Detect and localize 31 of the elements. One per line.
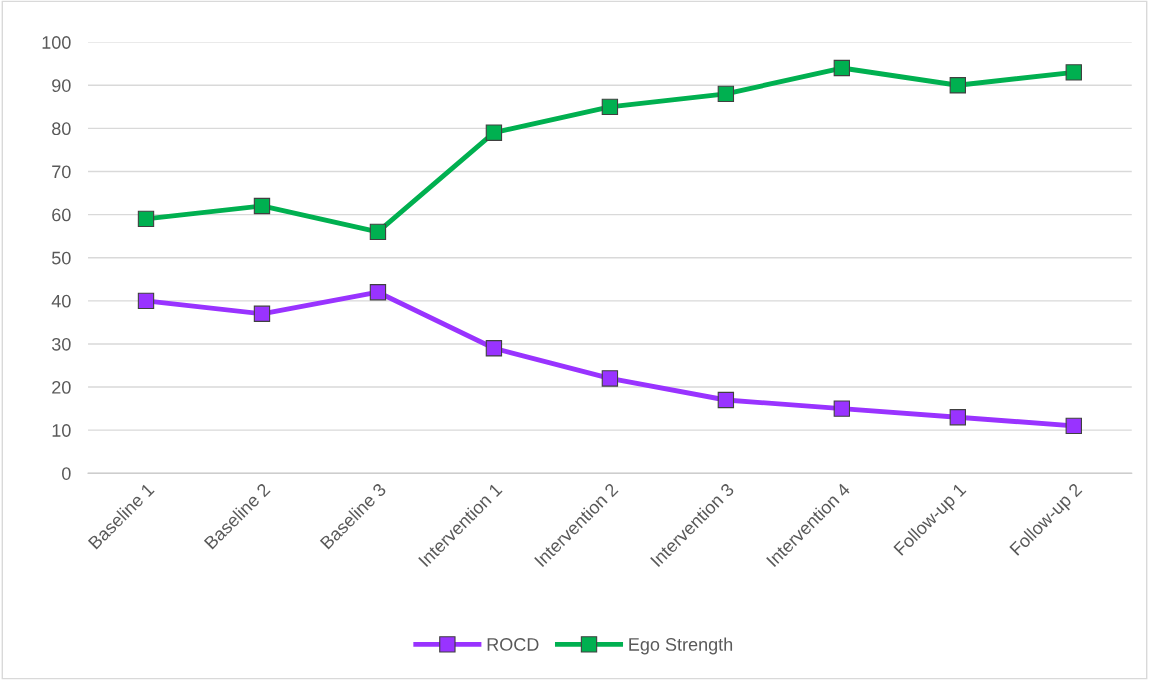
point (949, 77, 967, 94)
point (485, 124, 503, 141)
point (1065, 417, 1082, 435)
point (253, 197, 271, 215)
y-tick-label: 60 (52, 208, 71, 222)
point (717, 391, 735, 409)
point (137, 292, 155, 310)
y-tick-label: 50 (51, 251, 71, 265)
point (601, 98, 619, 116)
point (137, 210, 155, 228)
y-tick-label: 20 (52, 380, 71, 394)
y-tick-label: 30 (51, 337, 71, 351)
point (949, 409, 967, 426)
y-tick-label: 0 (62, 467, 71, 480)
legend-label: ROCD (487, 638, 539, 651)
point (1065, 64, 1082, 81)
y-tick-label: 80 (52, 122, 71, 136)
point (601, 370, 619, 387)
point (833, 400, 851, 417)
point (717, 85, 735, 103)
legend-label: Ego Strength (629, 637, 733, 655)
y-tick-label: 70 (52, 165, 71, 179)
point (369, 223, 387, 241)
point (369, 284, 387, 301)
point (253, 305, 271, 322)
y-tick-label: 10 (52, 424, 71, 437)
point (833, 59, 851, 77)
y-tick-label: 100 (42, 36, 71, 49)
y-tick-label: 40 (51, 294, 71, 308)
point (485, 340, 503, 357)
y-tick-label: 90 (52, 79, 71, 92)
